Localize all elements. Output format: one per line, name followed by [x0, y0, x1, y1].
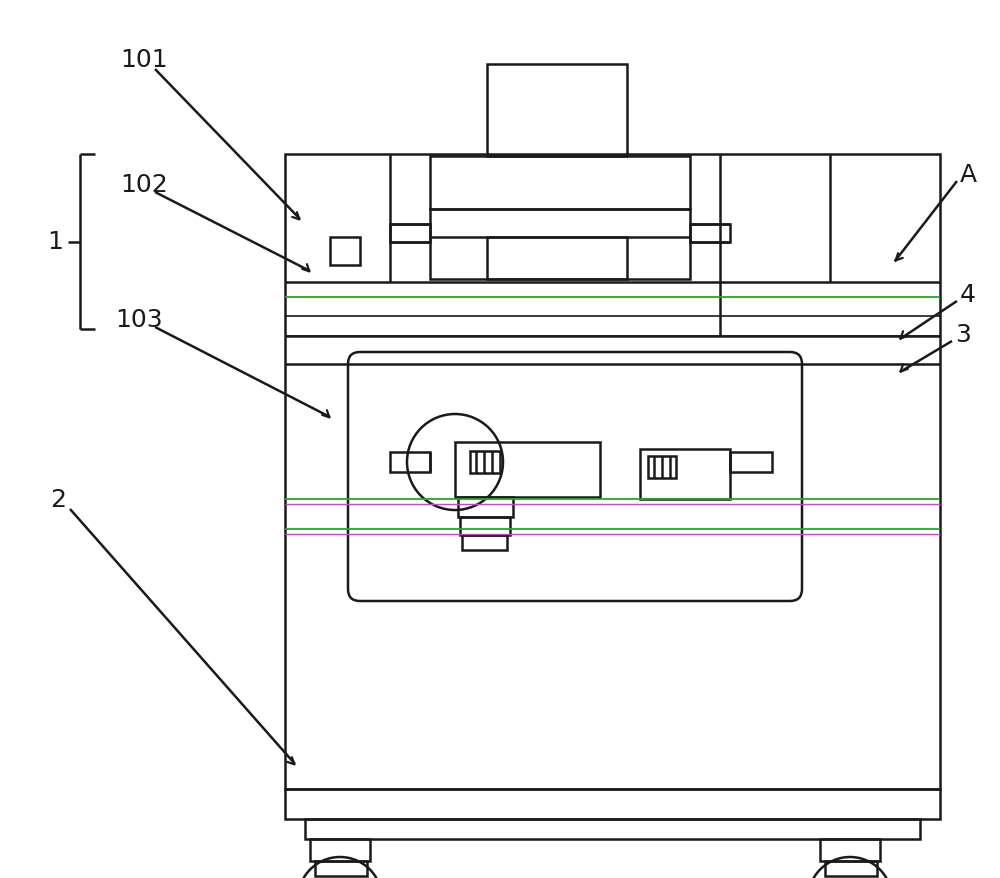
Bar	[315, 861, 367, 876]
Bar	[460, 517, 510, 536]
Bar	[458, 498, 513, 517]
Bar	[390, 452, 430, 472]
Text: 1: 1	[47, 230, 63, 255]
Text: 103: 103	[115, 307, 163, 332]
Bar	[390, 225, 430, 242]
Bar	[462, 536, 507, 551]
Bar	[487, 65, 627, 157]
Bar	[648, 457, 676, 479]
Bar	[285, 155, 940, 789]
Text: 2: 2	[50, 487, 66, 511]
Bar	[285, 789, 940, 819]
Bar	[455, 443, 600, 498]
Bar	[330, 238, 360, 266]
Bar	[825, 861, 877, 876]
Bar	[820, 839, 880, 861]
Bar	[640, 450, 730, 500]
Text: 102: 102	[120, 173, 168, 197]
Bar	[690, 225, 730, 242]
Bar	[730, 452, 772, 472]
Bar	[430, 210, 690, 280]
Text: 101: 101	[120, 48, 168, 72]
Bar	[487, 238, 627, 280]
Text: 3: 3	[955, 322, 971, 347]
Bar	[430, 157, 690, 210]
Bar	[310, 839, 370, 861]
Bar	[305, 819, 920, 839]
Text: 4: 4	[960, 283, 976, 306]
Text: A: A	[960, 162, 977, 187]
Bar	[470, 451, 500, 473]
